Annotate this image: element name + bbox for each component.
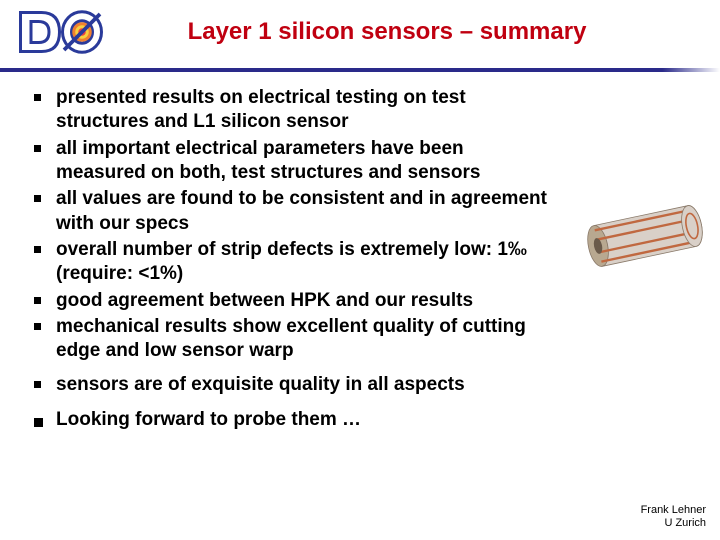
bullet-item-closing: Looking forward to probe them … [28,408,548,432]
slide-footer: Frank Lehner U Zurich [641,504,706,530]
bullet-list-emph2: Looking forward to probe them … [28,408,692,432]
bullet-item-emph: sensors are of exquisite quality in all … [28,373,548,397]
detector-illustration [570,196,720,276]
bullet-item: presented results on electrical testing … [28,86,548,135]
bullet-item: good agreement between HPK and our resul… [28,289,548,313]
d0-logo [16,8,106,56]
slide-content: presented results on electrical testing … [0,80,720,432]
footer-author: Frank Lehner [641,504,706,517]
title-underline [0,68,720,72]
bullet-item: all values are found to be consistent an… [28,187,548,236]
bullet-list-emph1: sensors are of exquisite quality in all … [28,373,692,397]
bullet-item: all important electrical parameters have… [28,137,548,186]
footer-affiliation: U Zurich [641,517,706,530]
logo-d [21,13,60,52]
slide-header: Layer 1 silicon sensors – summary [0,0,720,56]
bullet-item: overall number of strip defects is extre… [28,238,548,287]
bullet-item: mechanical results show excellent qualit… [28,315,548,364]
slide-title: Layer 1 silicon sensors – summary [130,18,704,46]
